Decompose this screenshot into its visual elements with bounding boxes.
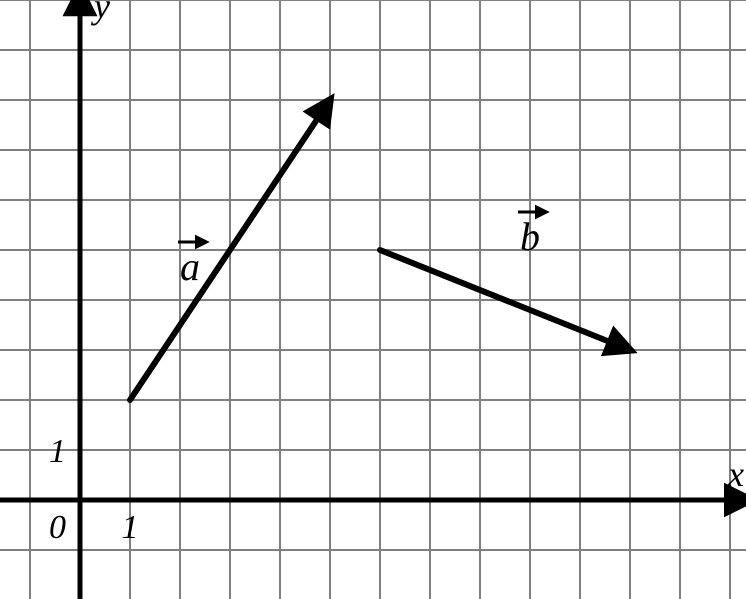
y-axis-label: y [91, 0, 110, 26]
grid [0, 0, 746, 599]
vector-label-a: a [180, 244, 200, 289]
labels: x y 0 1 1 a b [49, 0, 744, 546]
x-axis-label: x [727, 454, 744, 494]
y-tick-1: 1 [49, 433, 66, 470]
origin-label: 0 [49, 509, 66, 546]
vector-diagram: x y 0 1 1 a b [0, 0, 746, 599]
x-tick-1: 1 [122, 509, 139, 546]
vector-label-b: b [520, 214, 540, 259]
